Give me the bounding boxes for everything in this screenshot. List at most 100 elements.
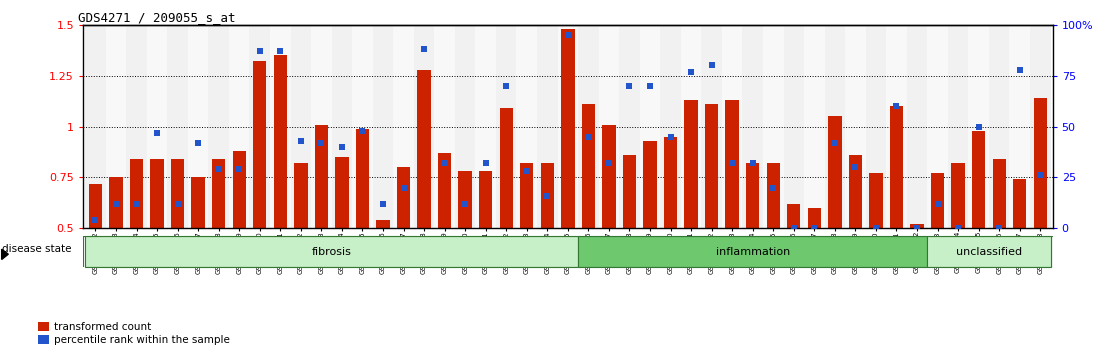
Bar [705, 104, 718, 228]
Point [661, 134, 679, 139]
Bar [438, 153, 451, 228]
Point [416, 46, 433, 52]
Bar [1034, 98, 1047, 228]
Point [476, 160, 494, 166]
Bar [865, 25, 886, 228]
Bar [188, 25, 208, 228]
Point [517, 169, 535, 174]
Point [189, 140, 207, 146]
Bar [356, 129, 369, 228]
Bar [110, 177, 123, 228]
Point [970, 124, 987, 130]
Text: disease state: disease state [2, 244, 71, 253]
Bar [541, 163, 554, 228]
Bar [336, 157, 349, 228]
Point [825, 140, 843, 146]
Point [1010, 67, 1028, 73]
Bar [582, 104, 595, 228]
Bar [742, 25, 763, 228]
Bar [783, 25, 804, 228]
Bar [331, 25, 352, 228]
Bar [931, 173, 944, 228]
Point [334, 144, 351, 150]
Bar [455, 25, 475, 228]
Bar [130, 159, 143, 228]
Bar [845, 25, 865, 228]
Point [86, 217, 104, 223]
Bar [927, 236, 1050, 267]
Bar [233, 151, 246, 228]
Point [312, 140, 330, 146]
Bar [413, 25, 434, 228]
Bar [763, 25, 783, 228]
Point [250, 48, 268, 54]
Bar [824, 25, 845, 228]
Text: fibrosis: fibrosis [311, 247, 351, 257]
Bar [561, 29, 575, 228]
Point [497, 83, 515, 89]
Bar [496, 25, 516, 228]
Point [929, 201, 946, 207]
Bar [968, 25, 989, 228]
Bar [171, 159, 184, 228]
Text: GDS4271 / 209055_s_at: GDS4271 / 209055_s_at [79, 11, 236, 24]
Point [724, 160, 741, 166]
Bar [126, 25, 146, 228]
Bar [311, 25, 331, 228]
Bar [1030, 25, 1050, 228]
Point [394, 185, 412, 190]
Point [168, 201, 186, 207]
Bar [849, 155, 862, 228]
Point [538, 193, 556, 199]
Bar [787, 204, 800, 228]
Bar [249, 25, 270, 228]
Point [702, 63, 720, 68]
Point [271, 48, 289, 54]
Point [991, 225, 1008, 231]
Point [435, 160, 453, 166]
Bar [619, 25, 639, 228]
Bar [993, 159, 1006, 228]
Point [375, 201, 392, 207]
Bar [644, 141, 657, 228]
Bar [516, 25, 537, 228]
Bar [352, 25, 372, 228]
Bar [294, 163, 308, 228]
Bar [906, 25, 927, 228]
Polygon shape [2, 249, 9, 259]
Bar [434, 25, 455, 228]
Point [743, 160, 761, 166]
Bar [85, 236, 578, 267]
Bar [890, 106, 903, 228]
Bar [726, 100, 739, 228]
Point [107, 201, 125, 207]
Bar [146, 25, 167, 228]
Point [230, 166, 248, 172]
Point [888, 103, 905, 109]
Bar [377, 220, 390, 228]
Point [353, 128, 371, 133]
Point [847, 164, 864, 170]
Bar [393, 25, 413, 228]
Bar [475, 25, 496, 228]
Bar [253, 62, 266, 228]
Point [127, 201, 145, 207]
Bar [500, 108, 513, 228]
Point [784, 225, 802, 231]
Point [601, 160, 618, 166]
Point [579, 134, 597, 139]
Point [456, 201, 474, 207]
Point [950, 225, 967, 231]
Point [620, 83, 638, 89]
Bar [603, 125, 616, 228]
Bar [105, 25, 126, 228]
Bar [598, 25, 619, 228]
Bar [886, 25, 906, 228]
Bar [927, 25, 947, 228]
Text: unclassified: unclassified [956, 247, 1022, 257]
Bar [952, 163, 965, 228]
Bar [639, 25, 660, 228]
Bar [722, 25, 742, 228]
Bar [459, 171, 472, 228]
Bar [151, 159, 164, 228]
